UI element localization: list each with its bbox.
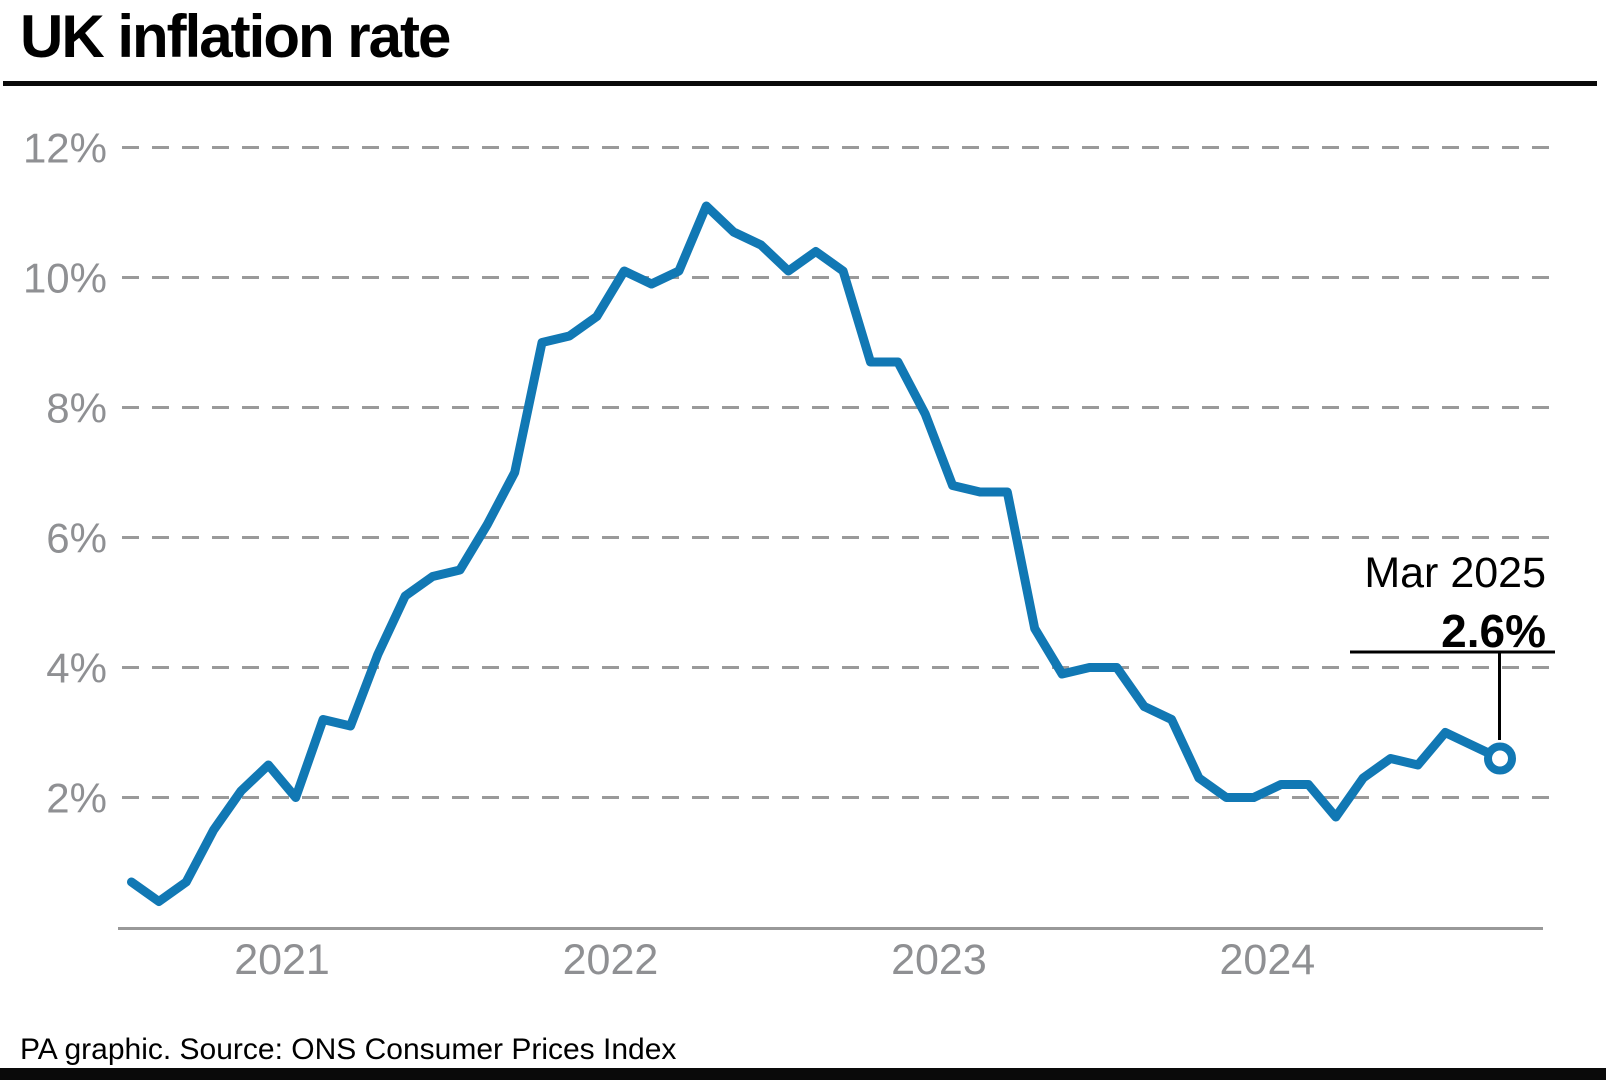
y-tick-label: 10%	[23, 255, 107, 302]
page-title: UK inflation rate	[20, 3, 451, 70]
y-tick-label: 6%	[46, 515, 107, 562]
y-tick-label: 4%	[46, 645, 107, 692]
y-tick-label: 8%	[46, 385, 107, 432]
source-credit: PA graphic. Source: ONS Consumer Prices …	[20, 1033, 677, 1066]
y-tick-label: 2%	[46, 775, 107, 822]
y-tick-label: 12%	[23, 125, 107, 172]
x-tick-label: 2021	[234, 936, 330, 984]
x-tick-label: 2023	[891, 936, 987, 984]
annotation-date-label: Mar 2025	[1364, 549, 1546, 597]
title-divider	[3, 81, 1597, 86]
bottom-border	[0, 1068, 1606, 1080]
end-point-marker	[1484, 742, 1516, 775]
inflation-line	[127, 201, 1505, 906]
x-tick-label: 2022	[563, 936, 659, 984]
x-tick-label: 2024	[1220, 936, 1316, 984]
annotation-value-label: 2.6%	[1441, 605, 1546, 657]
